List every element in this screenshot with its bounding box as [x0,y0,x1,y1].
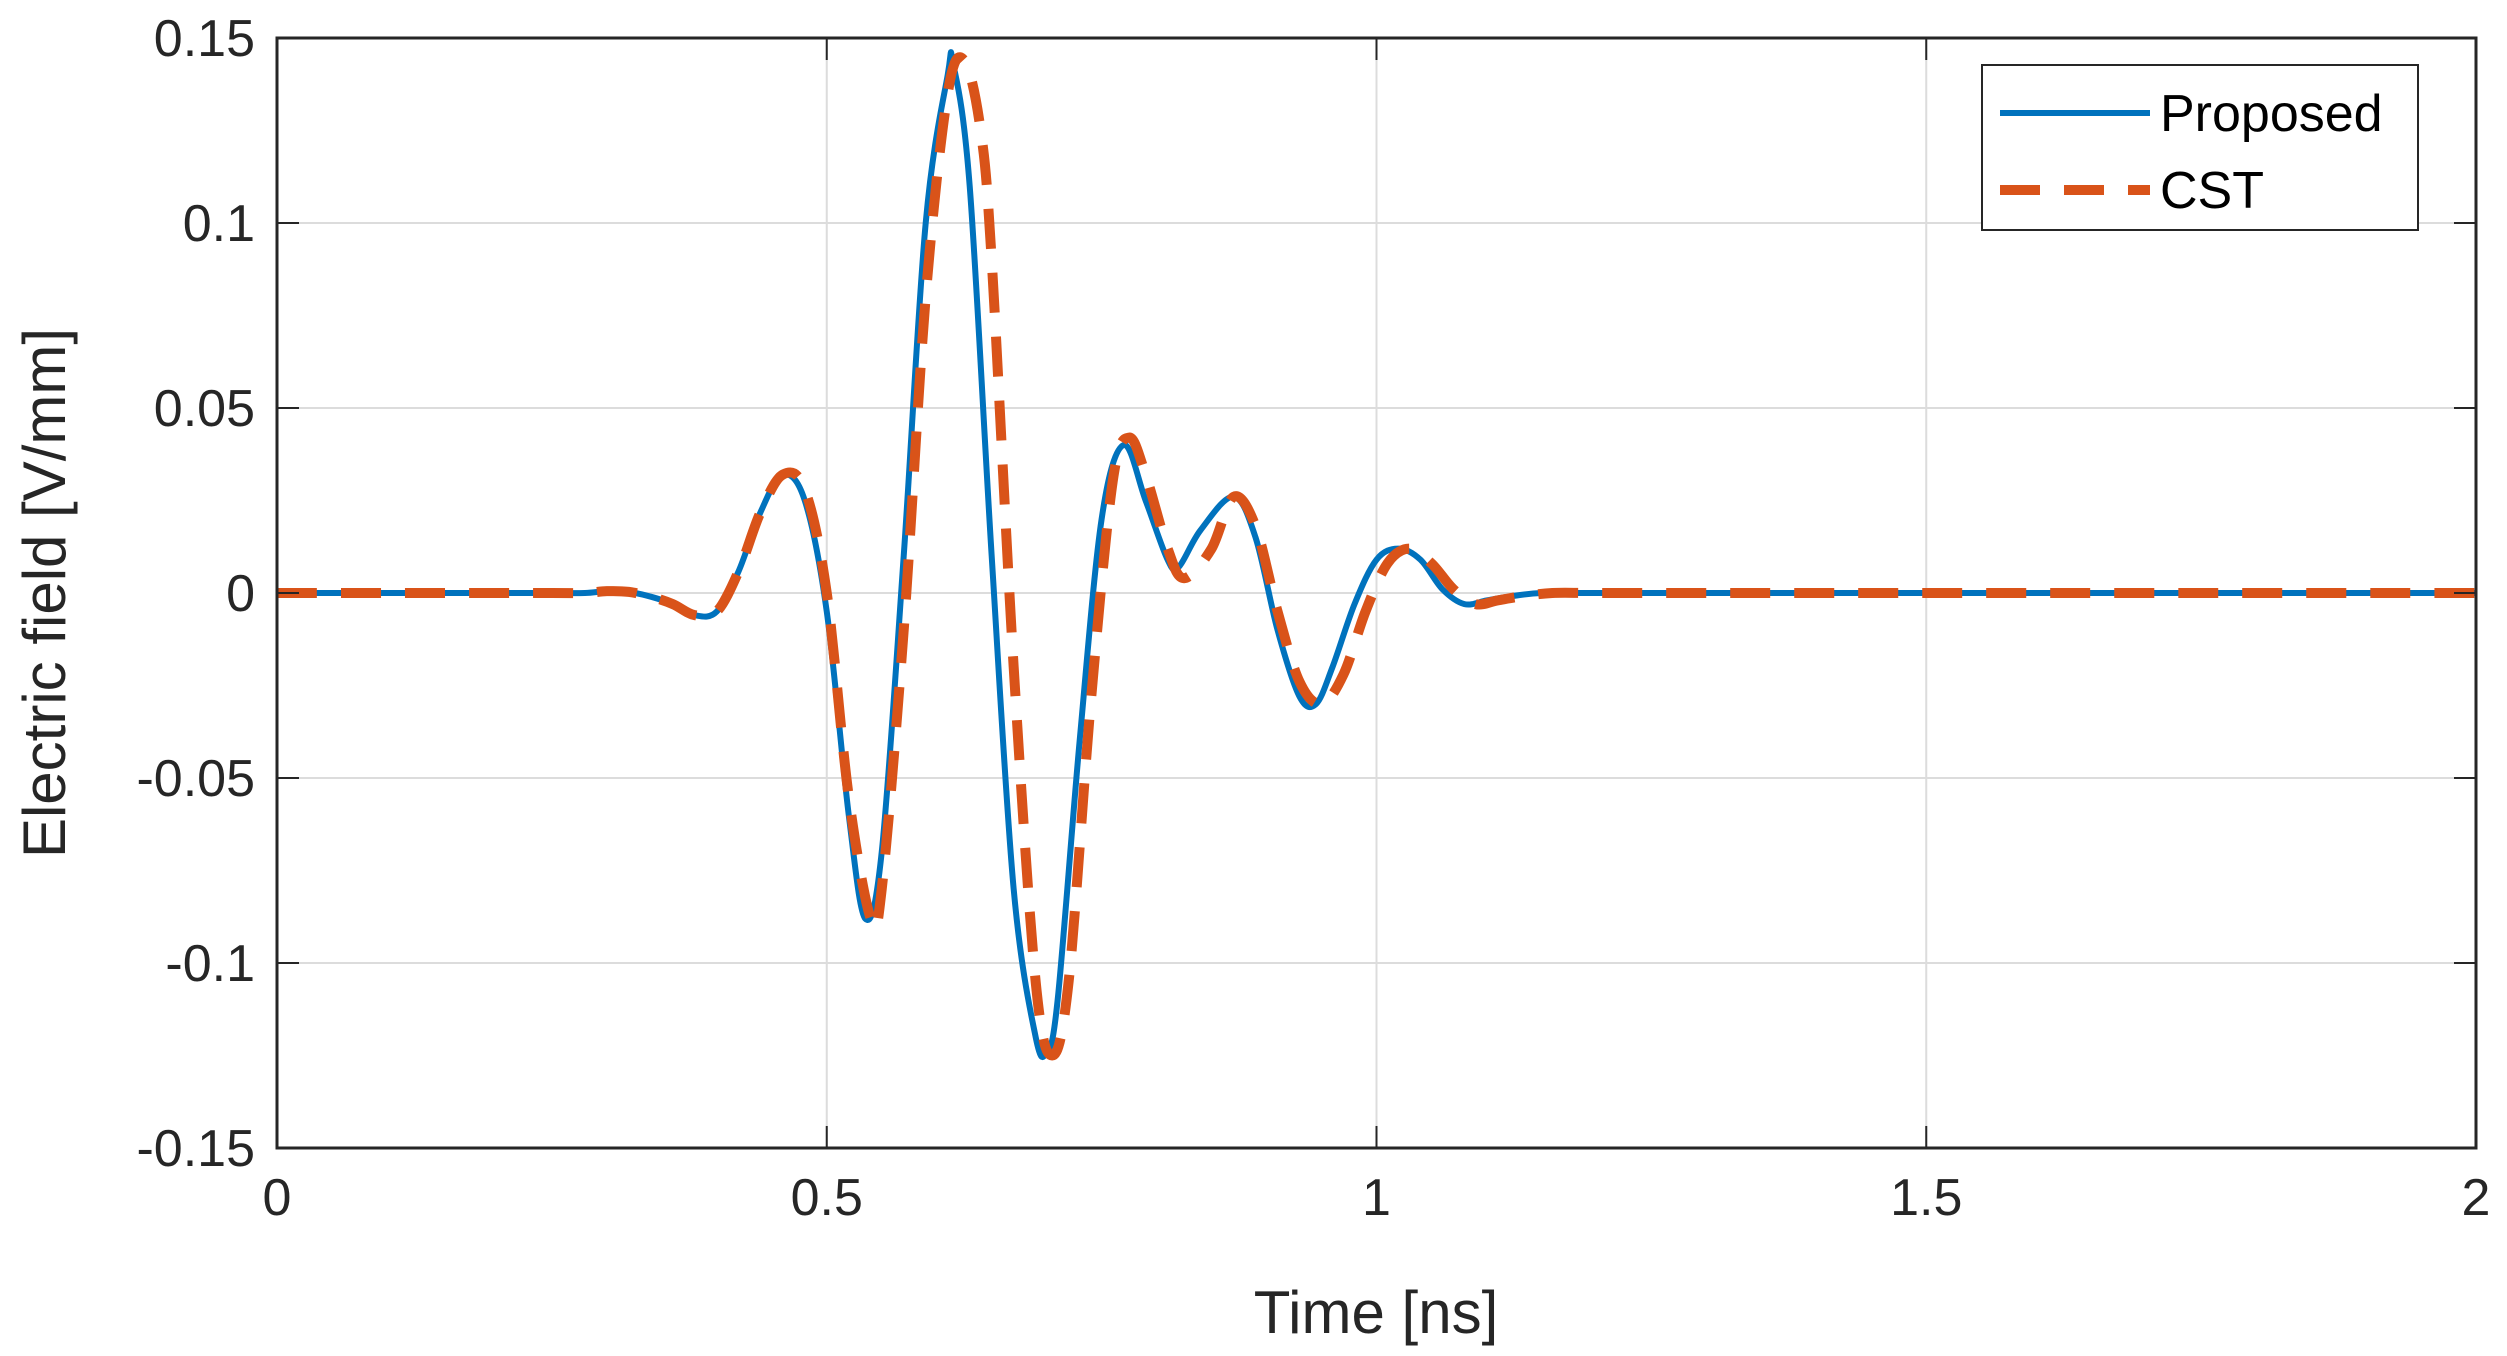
y-tick-label: -0.1 [165,935,255,993]
ticks [276,37,2477,1149]
x-axis-label: Time [ns] [1254,1279,1498,1346]
legend-label-cst: CST [2160,162,2264,220]
legend: Proposed CST [1981,64,2419,231]
y-tick-label: 0.05 [154,380,255,438]
y-axis-label: Electric field [V/mm] [11,328,78,858]
tick-labels: 0 0.5 1 1.5 2 -0.15 -0.1 -0.05 0 0.05 0.1 0.15 [136,10,2490,1227]
y-tick-label: 0 [226,565,255,623]
x-tick-label: 0.5 [791,1169,863,1227]
y-tick-label: 0.1 [183,195,255,253]
x-tick-label: 1.5 [1890,1169,1962,1227]
series-line-cst [277,52,2476,1061]
legend-box [1981,64,2419,231]
series-layer [277,49,2476,1061]
y-tick-label: -0.15 [136,1120,255,1178]
y-tick-label: 0.15 [154,10,255,68]
legend-label-proposed: Proposed [2160,85,2383,143]
x-tick-label: 1 [1362,1169,1391,1227]
x-tick-label: 2 [2462,1169,2491,1227]
x-tick-label: 0 [263,1169,292,1227]
y-tick-label: -0.05 [136,750,255,808]
